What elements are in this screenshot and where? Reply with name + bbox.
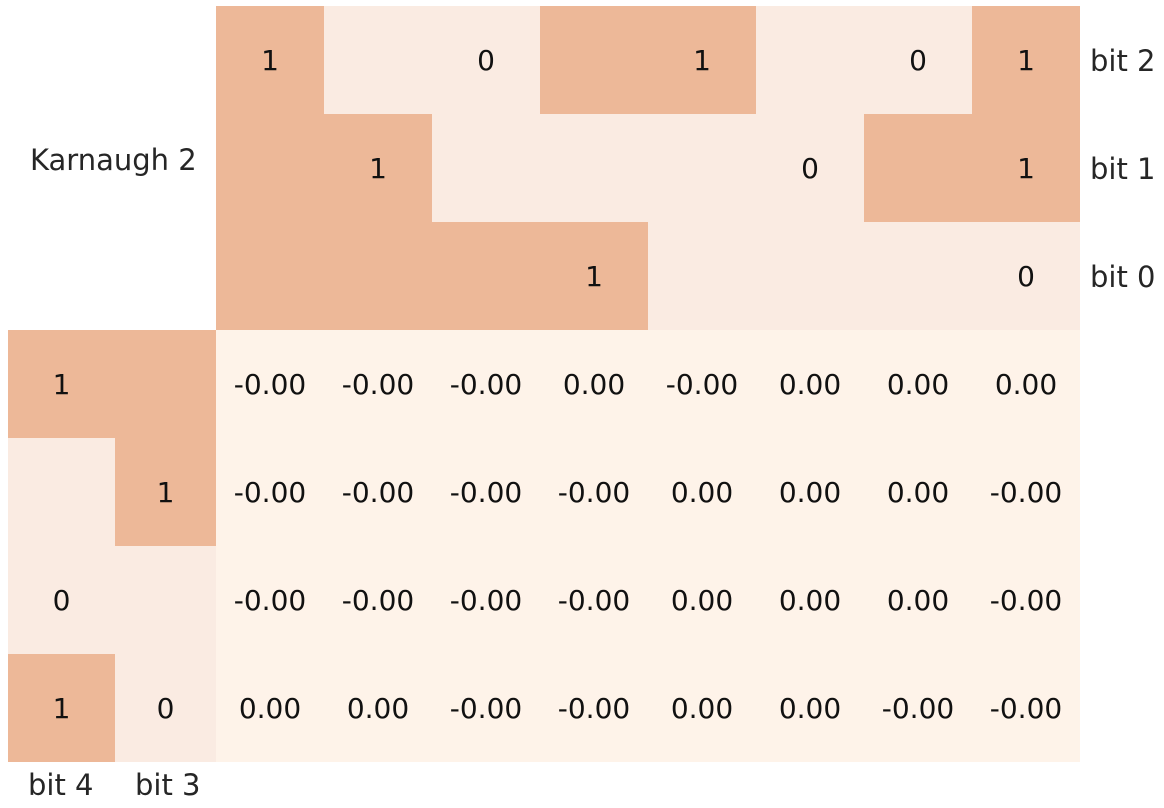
table-cell: -0.00: [432, 330, 540, 438]
column-bit-cell: [432, 222, 540, 330]
row-bit-cell: 1: [8, 330, 115, 438]
table-cell: 0.00: [648, 654, 756, 762]
column-bit-cell: [324, 222, 432, 330]
column-bit-cell: [324, 6, 432, 114]
table-cell: -0.00: [324, 546, 432, 654]
table-cell: 0.00: [648, 546, 756, 654]
column-bit-cell: 0: [432, 6, 540, 114]
column-bit-cell: 1: [540, 222, 648, 330]
row-bit-cell: [115, 330, 216, 438]
table-cell: 0.00: [864, 546, 972, 654]
row-bit-label: bit 4: [28, 768, 94, 802]
table-cell: -0.00: [972, 654, 1080, 762]
column-bit-cell: [540, 6, 648, 114]
table-cell: -0.00: [540, 546, 648, 654]
column-bit-cell: [648, 114, 756, 222]
row-bit-cell: 1: [8, 654, 115, 762]
column-bit-cell: 0: [864, 6, 972, 114]
row-bit-label: bit 3: [135, 768, 201, 802]
row-bit-cell: 0: [115, 654, 216, 762]
row-bit-cell: [8, 438, 115, 546]
table-cell: 0.00: [972, 330, 1080, 438]
column-bit-cell: 1: [972, 6, 1080, 114]
column-bit-cell: [756, 6, 864, 114]
column-bit-cell: 1: [648, 6, 756, 114]
table-cell: 0.00: [756, 654, 864, 762]
column-bit-label: bit 1: [1090, 152, 1156, 186]
table-cell: 0.00: [756, 330, 864, 438]
table-cell: -0.00: [972, 546, 1080, 654]
column-bit-cell: 0: [756, 114, 864, 222]
table-cell: 0.00: [540, 330, 648, 438]
table-cell: 0.00: [756, 438, 864, 546]
column-bit-label: bit 0: [1090, 260, 1156, 294]
column-bit-label: bit 2: [1090, 44, 1156, 78]
table-cell: -0.00: [324, 438, 432, 546]
table-cell: 0.00: [864, 438, 972, 546]
table-cell: -0.00: [432, 546, 540, 654]
column-bit-cell: 1: [972, 114, 1080, 222]
table-cell: -0.00: [216, 330, 324, 438]
table-cell: -0.00: [324, 330, 432, 438]
column-bit-cell: 0: [972, 222, 1080, 330]
column-bit-cell: 1: [216, 6, 324, 114]
table-cell: -0.00: [540, 438, 648, 546]
column-bit-cell: [864, 114, 972, 222]
table-cell: -0.00: [540, 654, 648, 762]
column-bit-cell: [540, 114, 648, 222]
table-cell: 0.00: [648, 438, 756, 546]
table-cell: 0.00: [216, 654, 324, 762]
table-cell: 0.00: [756, 546, 864, 654]
table-cell: -0.00: [864, 654, 972, 762]
column-bit-cell: [216, 222, 324, 330]
column-bit-cell: [756, 222, 864, 330]
column-bit-cell: [648, 222, 756, 330]
map-title: Karnaugh 2: [30, 143, 197, 177]
column-bit-cell: 1: [324, 114, 432, 222]
column-bit-cell: [864, 222, 972, 330]
table-cell: -0.00: [216, 438, 324, 546]
row-bit-cell: 0: [8, 546, 115, 654]
column-bit-cell: [216, 114, 324, 222]
table-cell: -0.00: [972, 438, 1080, 546]
row-bit-cell: [115, 546, 216, 654]
table-cell: -0.00: [432, 654, 540, 762]
table-cell: 0.00: [324, 654, 432, 762]
row-bit-cell: 1: [115, 438, 216, 546]
column-bit-cell: [432, 114, 540, 222]
table-cell: -0.00: [432, 438, 540, 546]
table-cell: 0.00: [864, 330, 972, 438]
table-cell: -0.00: [648, 330, 756, 438]
table-cell: -0.00: [216, 546, 324, 654]
